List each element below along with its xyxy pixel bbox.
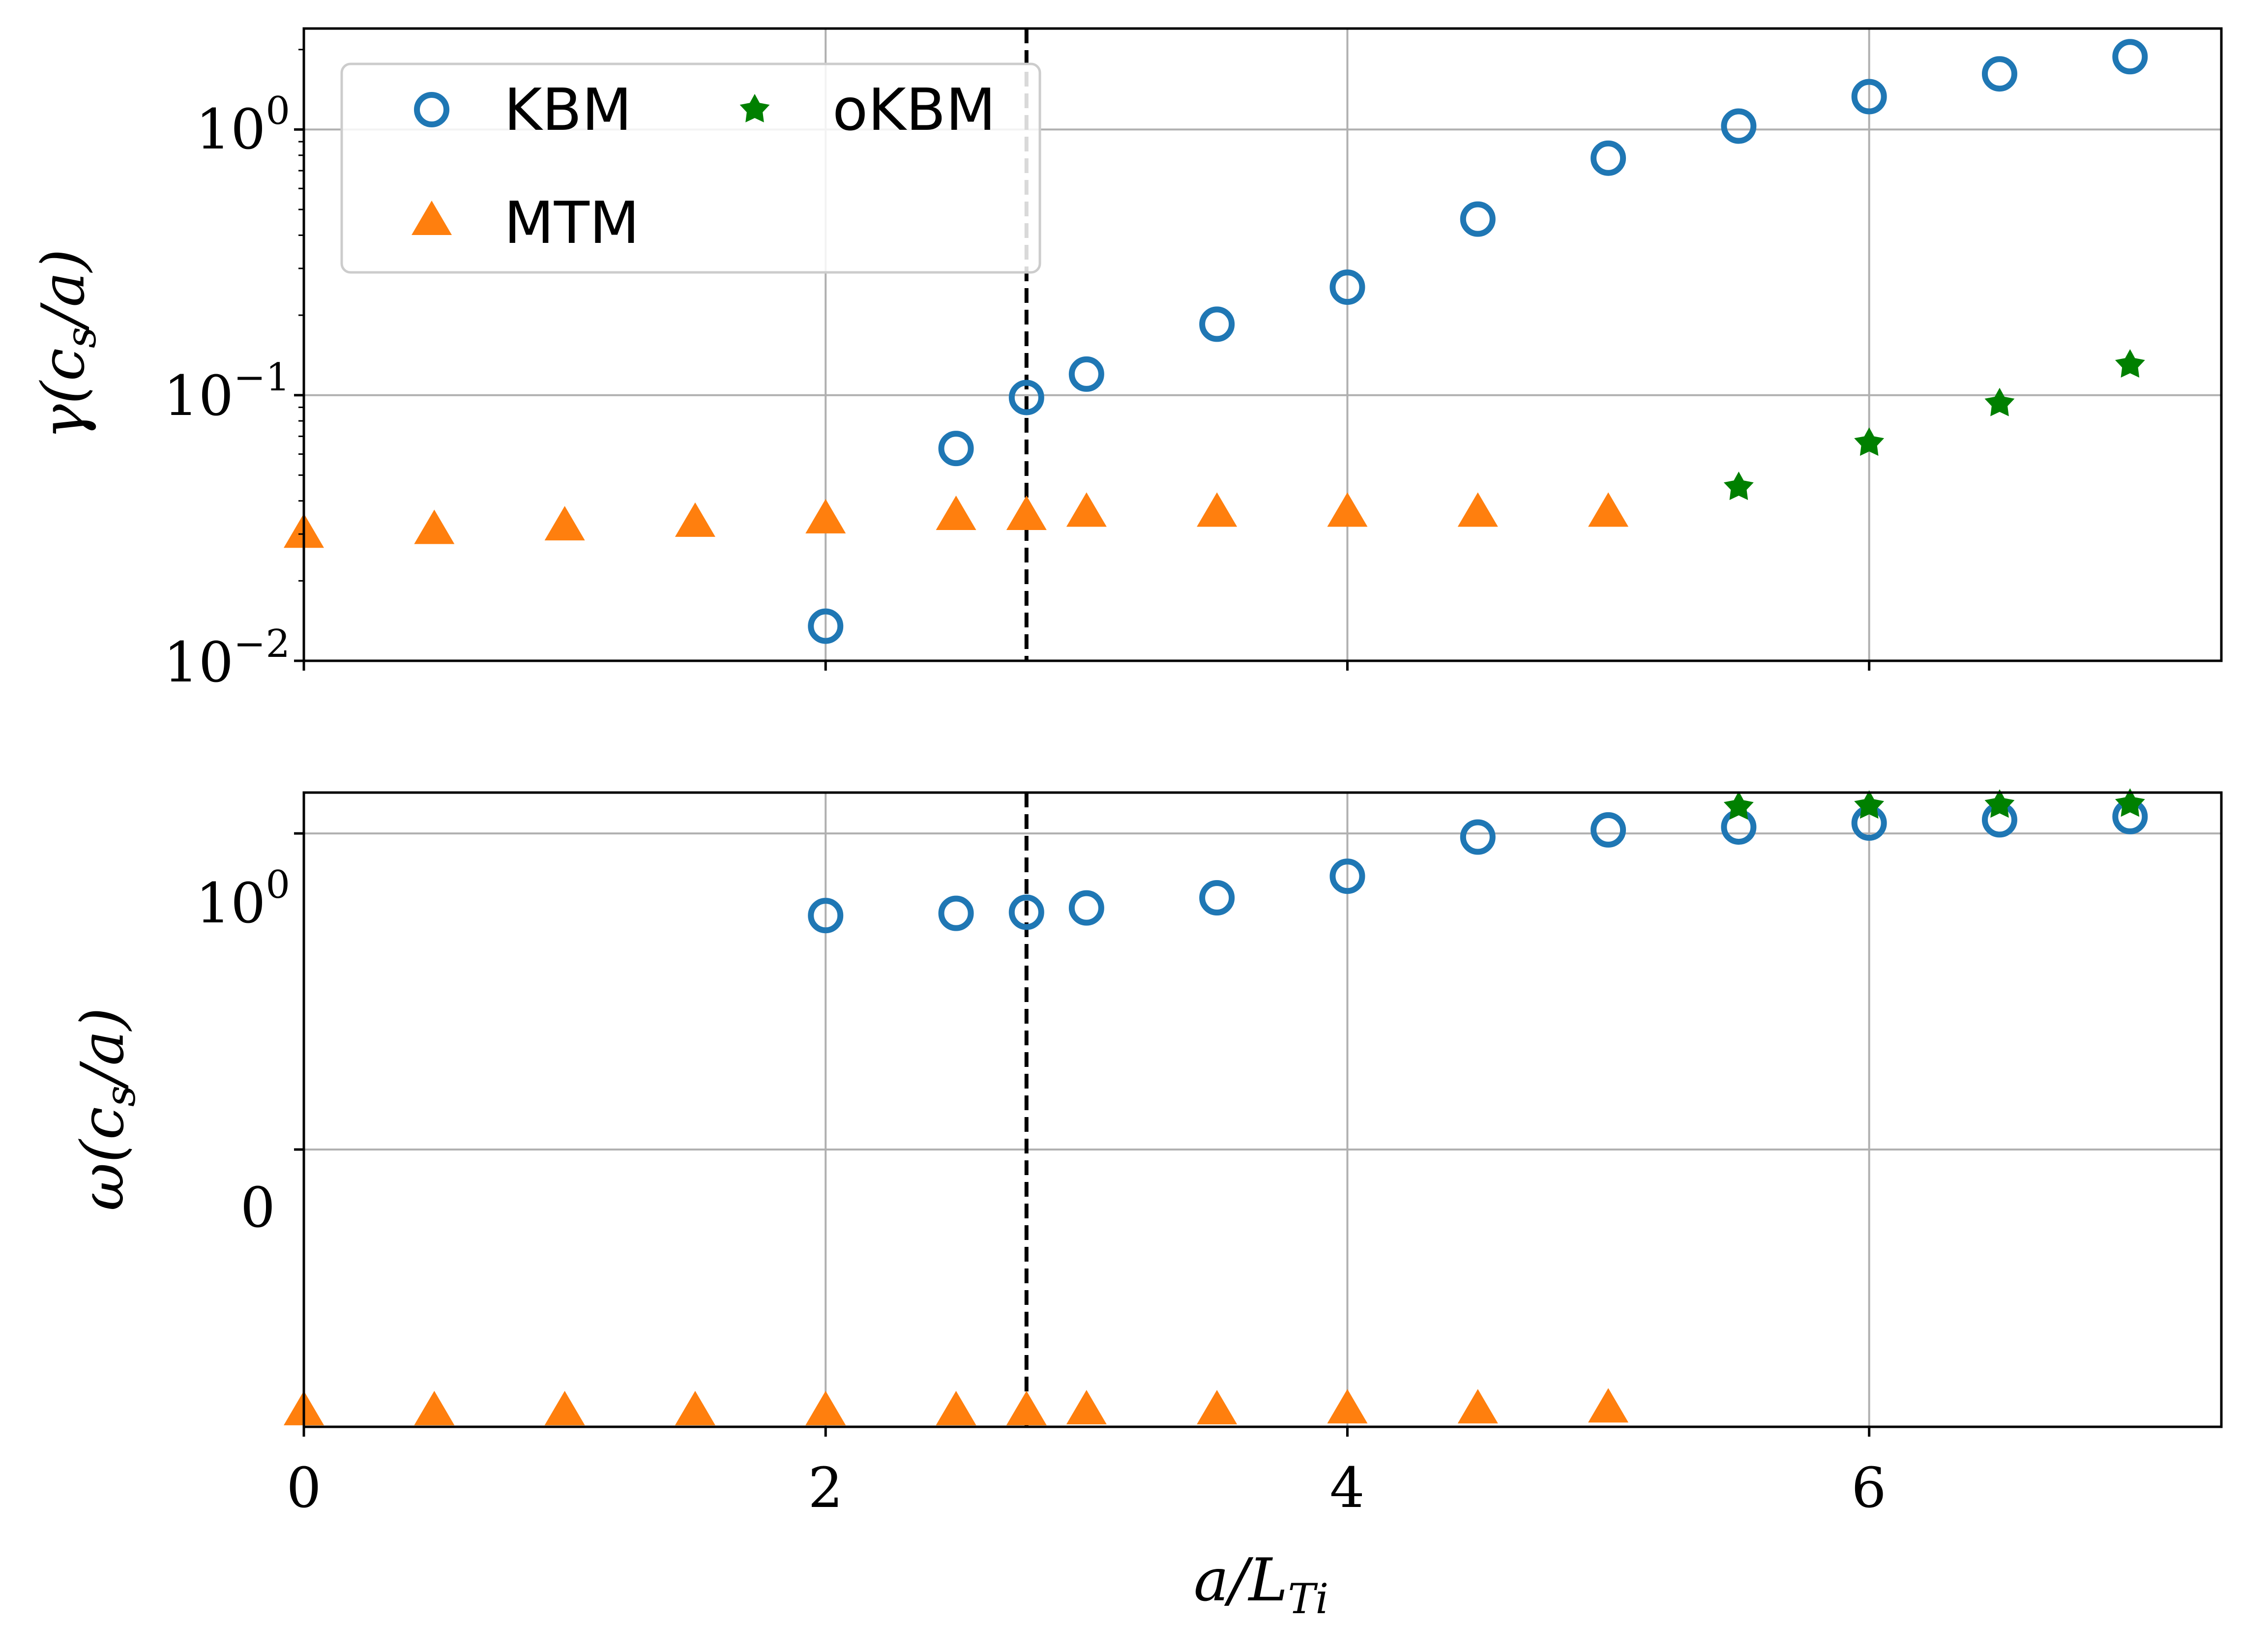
- legend-okbm-marker: [739, 94, 770, 122]
- xlabel: a/LTi: [1194, 1546, 1329, 1623]
- legend-frame: [340, 62, 1041, 274]
- growth-rate-ylabel: γ(cs/a): [30, 249, 105, 440]
- legend: KBM MTM oKBM: [340, 62, 1041, 274]
- okbm-point: [2115, 788, 2145, 817]
- mtm-point: [805, 499, 846, 533]
- legend-kbm-marker: [414, 92, 449, 127]
- kbm-point: [1460, 201, 1496, 237]
- mtm-point: [936, 1390, 976, 1425]
- xtick-label: 0: [286, 1456, 321, 1520]
- kbm-point: [1981, 56, 2017, 92]
- kbm-point: [808, 608, 844, 644]
- mtm-point: [675, 1390, 715, 1425]
- kbm-point: [808, 898, 844, 934]
- mtm-point: [1066, 1389, 1107, 1424]
- mtm-point: [1197, 492, 1238, 527]
- mtm-point: [1066, 492, 1107, 527]
- frequency-ticks: [294, 832, 1871, 1437]
- okbm-point: [2115, 349, 2145, 378]
- mtm-point: [544, 1390, 585, 1425]
- okbm-point: [1854, 790, 1885, 819]
- frequency-axes-frame: [302, 791, 2223, 1428]
- legend-mtm-marker: [412, 201, 452, 235]
- xtick-label: 2: [808, 1456, 843, 1520]
- mtm-point: [1006, 1390, 1047, 1425]
- okbm-point: [1854, 427, 1885, 456]
- kbm-point: [1329, 858, 1365, 894]
- frequency-grid: [303, 793, 2221, 1427]
- frequency-points: [284, 788, 2148, 1425]
- kbm-point: [938, 895, 974, 931]
- kbm-point: [2112, 39, 2148, 75]
- okbm-point: [1723, 472, 1754, 500]
- okbm-point: [1984, 387, 2015, 416]
- xtick-label: 4: [1329, 1456, 1364, 1520]
- kbm-point: [1591, 140, 1626, 176]
- mtm-point: [1327, 1389, 1368, 1424]
- mtm-point: [1327, 492, 1368, 527]
- mtm-point: [1457, 492, 1498, 527]
- mtm-point: [675, 502, 715, 537]
- legend-okbm-label: oKBM: [832, 76, 996, 144]
- xtick-label: 6: [1851, 1456, 1886, 1520]
- kbm-point: [1068, 356, 1104, 392]
- kbm-point: [1068, 890, 1104, 926]
- mtm-point: [544, 506, 585, 541]
- kbm-point: [1199, 880, 1235, 916]
- kbm-point: [1008, 380, 1044, 415]
- growth-rate-ytick-label: 100: [196, 89, 290, 162]
- mtm-point: [936, 496, 976, 531]
- growth-rate-ytick-label: 10−1: [164, 355, 291, 428]
- mtm-point: [414, 509, 455, 544]
- kbm-point: [938, 431, 974, 467]
- mtm-point: [1197, 1389, 1238, 1424]
- mtm-point: [414, 1390, 455, 1425]
- mtm-point: [1588, 492, 1629, 527]
- kbm-point: [1199, 306, 1235, 342]
- mtm-point: [1588, 1388, 1629, 1423]
- frequency-panel: 0 100 ω(cs/a) 0 2 4 6 a/LTi: [69, 788, 2223, 1623]
- kbm-point: [1008, 894, 1044, 930]
- kbm-point: [1460, 819, 1496, 855]
- kbm-point: [1851, 79, 1887, 115]
- frequency-ylabel: ω(cs/a): [69, 1007, 145, 1211]
- kbm-point: [1721, 809, 1757, 845]
- mtm-point: [805, 1390, 846, 1425]
- growth-rate-axes-frame: [302, 27, 2223, 662]
- frequency-ytick-label: 100: [196, 863, 290, 936]
- frequency-ytick-label: 0: [240, 1176, 275, 1240]
- mtm-point: [1457, 1389, 1498, 1424]
- kbm-point: [1329, 269, 1365, 305]
- legend-mtm-label: MTM: [504, 189, 640, 257]
- growth-rate-panel: 10−2 10−1 100 γ(cs/a) KBM MTM oKBM: [30, 27, 2223, 695]
- growth-rate-ytick-label: 10−2: [164, 622, 291, 695]
- kbm-point: [1721, 108, 1757, 144]
- okbm-point: [1723, 791, 1754, 820]
- legend-kbm-label: KBM: [504, 76, 632, 144]
- okbm-point: [1984, 789, 2015, 818]
- growth-rate-ticks: [294, 49, 1871, 671]
- kbm-point: [1591, 812, 1626, 848]
- mtm-point: [1006, 496, 1047, 531]
